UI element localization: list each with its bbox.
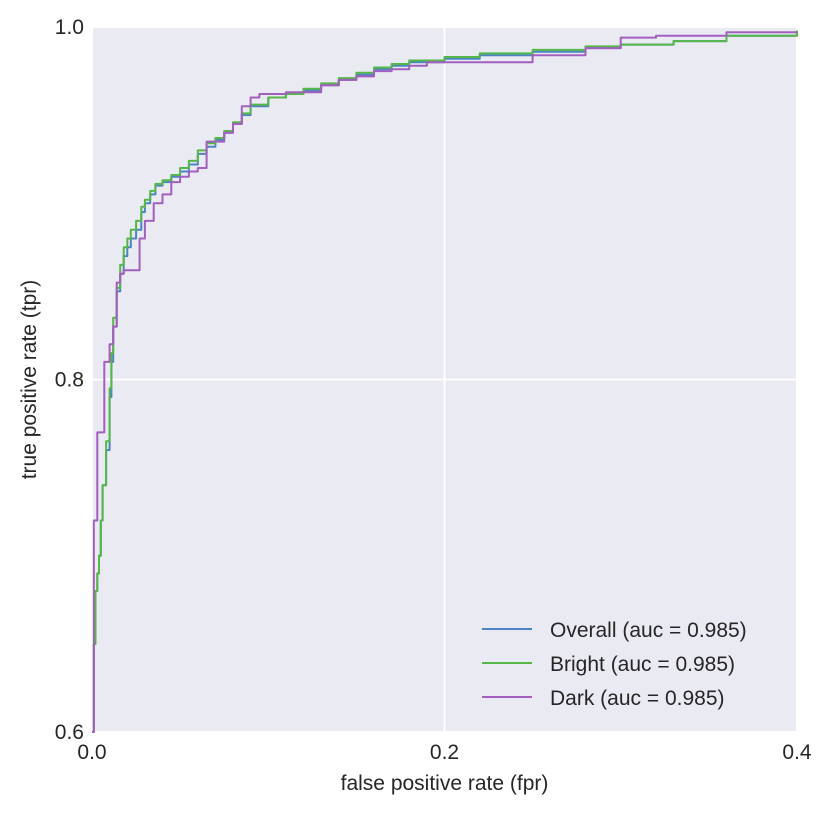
y-axis-label: true positive rate (tpr) — [18, 280, 41, 480]
legend-label: Dark (auc = 0.985) — [550, 687, 725, 710]
x-tick-label: 0.0 — [77, 741, 106, 764]
y-tick-label: 1.0 — [55, 16, 84, 39]
series-line-2 — [92, 30, 798, 733]
y-tick-label: 0.6 — [55, 721, 84, 744]
x-axis-label: false positive rate (fpr) — [341, 772, 549, 795]
series-lines — [92, 30, 798, 733]
legend: Overall (auc = 0.985) Bright (auc = 0.985… — [482, 619, 747, 710]
y-tick-label: 0.8 — [55, 369, 84, 392]
x-tick-label: 0.4 — [782, 741, 812, 764]
grid-lines — [91, 26, 798, 733]
x-tick-label: 0.2 — [430, 741, 459, 764]
series-line-3 — [92, 31, 797, 733]
legend-label: Bright (auc = 0.985) — [550, 653, 735, 676]
legend-label: Overall (auc = 0.985) — [550, 619, 747, 642]
tick-labels: 0.0 0.2 0.4 0.6 0.8 1.0 — [55, 16, 812, 764]
